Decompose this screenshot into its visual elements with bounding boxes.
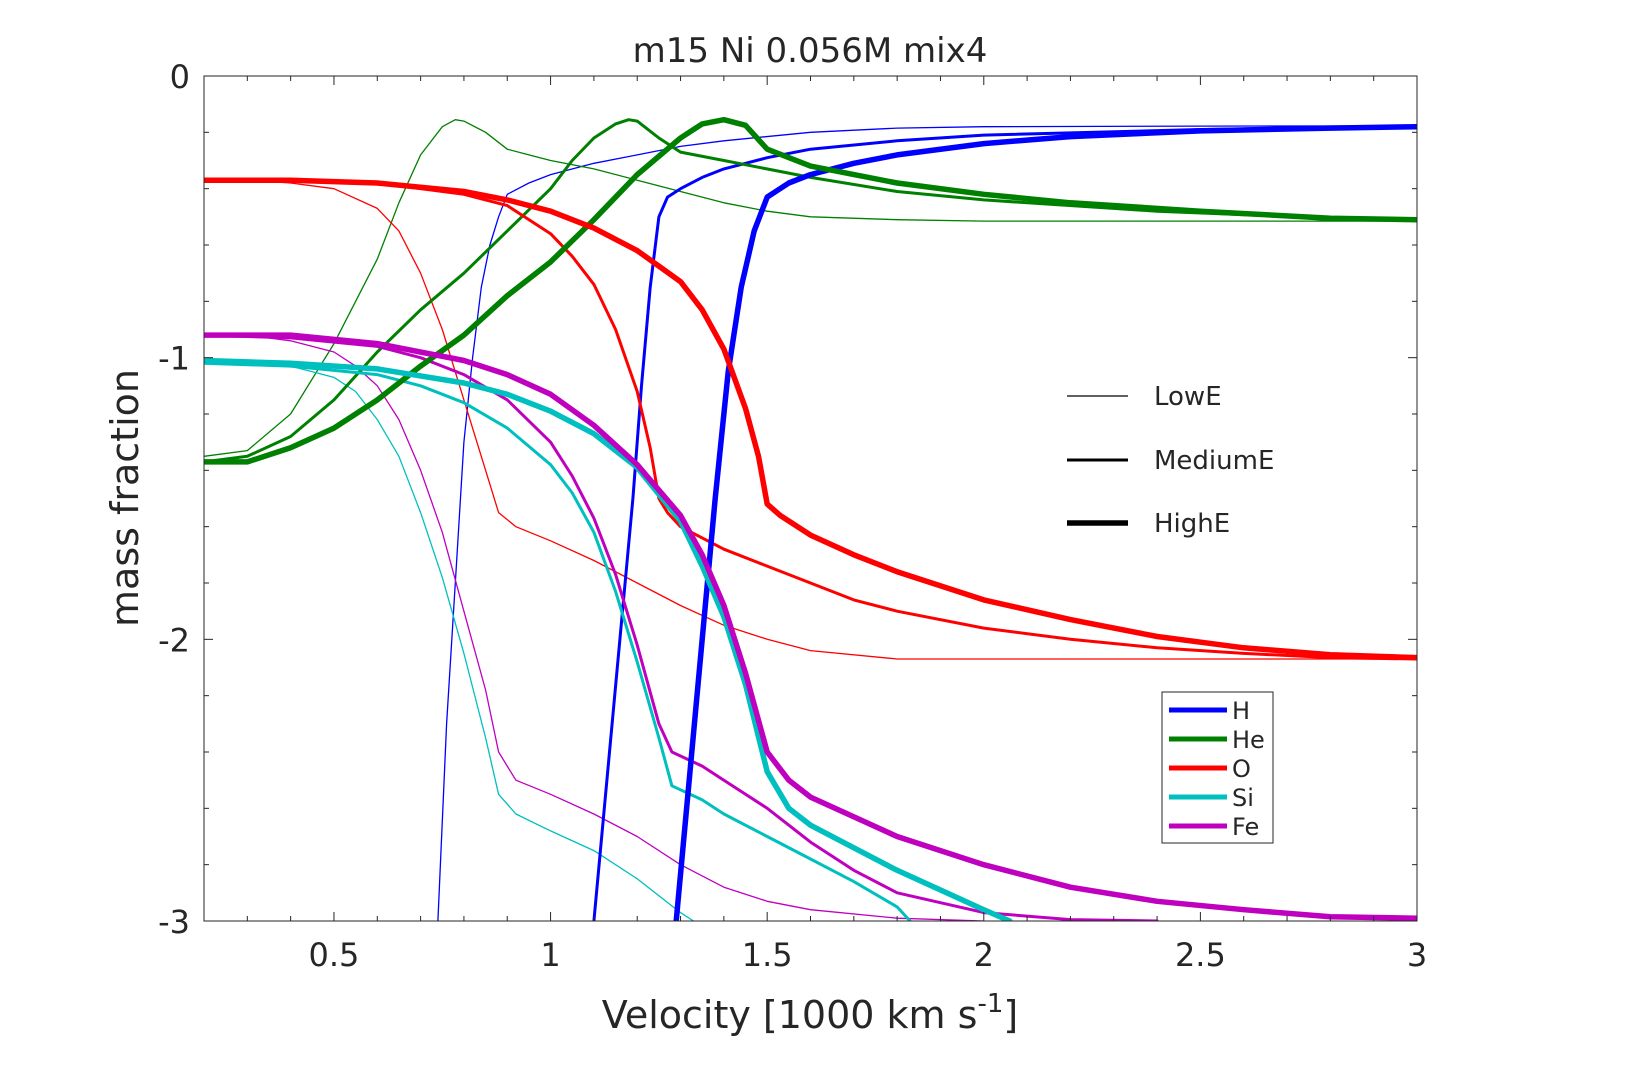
- energy-legend: LowE MediumE HighE: [1067, 382, 1274, 539]
- series-fe-mediume: [204, 333, 1159, 921]
- series-he-highe: [204, 116, 1417, 465]
- x-axis-label: Velocity [1000 km s-1]: [602, 989, 1018, 1037]
- x-axis-label-main: Velocity [1000 km s: [602, 993, 978, 1037]
- element-legend-label-si: Si: [1232, 784, 1254, 812]
- series-si-highe: [204, 357, 1013, 921]
- x-axis-label-superscript: -1: [977, 989, 1003, 1019]
- energy-legend-label-highe: HighE: [1154, 509, 1230, 539]
- series-fe-highe: [204, 332, 1417, 921]
- series-he-lowe: [204, 119, 1417, 457]
- y-axis-label: mass fraction: [103, 369, 147, 627]
- series-o-mediume: [204, 178, 1417, 661]
- series-o-highe: [204, 177, 1417, 661]
- element-legend-label-o: O: [1232, 755, 1251, 783]
- x-tick-label: 3: [1407, 936, 1427, 974]
- energy-legend-label-mediume: MediumE: [1154, 446, 1274, 476]
- x-tick-label: 2: [974, 936, 994, 974]
- series-h-highe: [673, 123, 1417, 921]
- axis-ticks: 0.5 1 1.5 2 2.5 3 0 -1 -2 -3: [158, 58, 1427, 974]
- x-axis-label-end: ]: [1003, 993, 1018, 1037]
- y-tick-label: 0: [170, 58, 190, 96]
- series-h-lowe: [437, 125, 1417, 921]
- series-fe-lowe: [204, 334, 985, 921]
- element-legend-label-fe: Fe: [1232, 813, 1259, 841]
- element-legend-label-h: H: [1232, 697, 1250, 725]
- x-tick-label: 1.5: [742, 936, 793, 974]
- x-tick-label: 2.5: [1175, 936, 1226, 974]
- x-tick-label: 0.5: [309, 936, 360, 974]
- series-h-mediume: [592, 125, 1417, 921]
- element-legend-label-he: He: [1232, 726, 1265, 754]
- y-tick-label: -2: [158, 621, 190, 659]
- chart-title: m15 Ni 0.056M mix4: [633, 31, 988, 71]
- energy-legend-label-lowe: LowE: [1154, 382, 1222, 412]
- series-si-mediume: [204, 361, 912, 921]
- y-tick-label: -1: [158, 340, 190, 378]
- series-layer: [204, 116, 1417, 921]
- series-o-lowe: [204, 179, 1417, 660]
- x-tick-label: 1: [540, 936, 560, 974]
- y-tick-label: -3: [158, 903, 190, 941]
